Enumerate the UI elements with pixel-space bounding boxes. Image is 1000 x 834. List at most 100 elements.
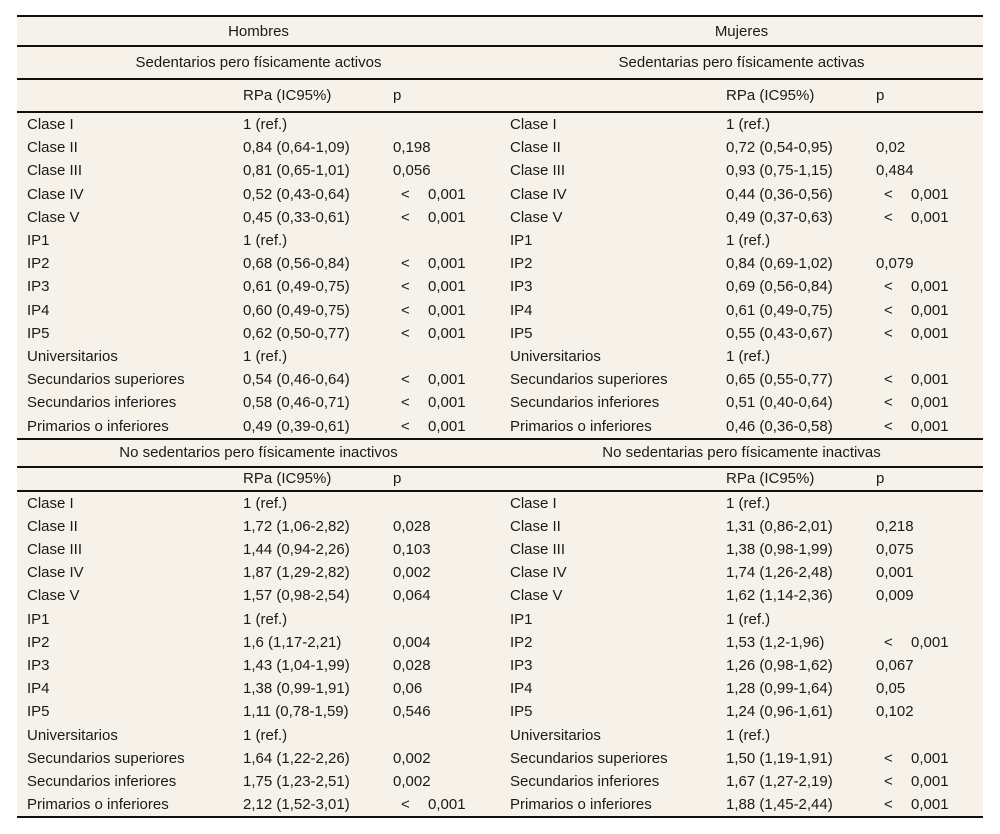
less-than-sign: < [401, 302, 410, 318]
table-row: IP5 1,11 (0,78-1,59) 0,546 IP5 1,24 (0,9… [17, 700, 983, 723]
row-rpa-value: 0,45 (0,33-0,61) [243, 209, 350, 225]
rpa-column-header: RPa (IC95%) [726, 88, 815, 103]
row-rpa-value: 0,65 (0,55-0,77) [726, 372, 833, 388]
table-row-half: IP5 1,24 (0,96-1,61) 0,102 [500, 700, 983, 723]
table-row: Clase V 1,57 (0,98-2,54) 0,064 Clase V 1… [17, 584, 983, 607]
row-p-cell: <0,001 [393, 303, 500, 318]
table-row-half: Primarios o inferiores 2,12 (1,52-3,01) … [17, 793, 500, 816]
column-headers-right: RPa (IC95%) p [500, 80, 983, 111]
less-than-sign: < [884, 750, 893, 766]
row-p-cell: <0,001 [393, 279, 500, 294]
row-label: IP3 [27, 279, 50, 295]
row-p-cell: <0,001 [393, 210, 500, 225]
row-rpa-value: 0,49 (0,37-0,63) [726, 209, 833, 225]
row-rpa-value: 1 (ref.) [726, 233, 771, 249]
row-rpa-value: 0,84 (0,64-1,09) [243, 140, 350, 156]
row-label: Clase I [27, 117, 74, 133]
row-rpa-value: 0,72 (0,54-0,95) [726, 140, 833, 156]
row-label: IP2 [27, 256, 50, 272]
row-rpa-value: 0,81 (0,65-1,01) [243, 163, 350, 179]
row-p-value: 0,001 [428, 186, 466, 202]
column-header-row-1: RPa (IC95%) p RPa (IC95%) p [17, 80, 983, 111]
table-row: IP2 1,6 (1,17-2,21) 0,004 IP2 1,53 (1,2-… [17, 631, 983, 654]
row-p-cell: <0,001 [876, 210, 983, 225]
table-row-half: Secundarios inferiores 1,67 (1,27-2,19) … [500, 770, 983, 793]
less-than-sign: < [884, 797, 893, 813]
row-label: Clase II [510, 518, 561, 534]
row-p-cell: 0,004 [393, 635, 500, 650]
row-rpa-value: 1,62 (1,14-2,36) [726, 588, 833, 604]
row-label: Secundarios superiores [27, 372, 185, 388]
row-p-value: 0,001 [428, 418, 466, 434]
row-rpa-value: 1,28 (0,99-1,64) [726, 681, 833, 697]
row-p-value: 0,002 [393, 565, 431, 581]
row-p-value: 0,001 [911, 395, 949, 411]
table-row-half: IP1 1 (ref.) [500, 229, 983, 252]
row-rpa-value: 1,67 (1,27-2,19) [726, 773, 833, 789]
row-rpa-value: 1,88 (1,45-2,44) [726, 797, 833, 813]
row-p-cell: 0,001 [876, 565, 983, 580]
row-p-cell: 0,103 [393, 542, 500, 557]
row-p-cell: 0,05 [876, 681, 983, 696]
row-label: Clase IV [27, 186, 84, 202]
row-p-value: 0,001 [428, 395, 466, 411]
table-row-half: Secundarios superiores 1,64 (1,22-2,26) … [17, 747, 500, 770]
table-row-half: Universitarios 1 (ref.) [500, 345, 983, 368]
row-label: Primarios o inferiores [27, 418, 169, 434]
table-row-half: Clase I 1 (ref.) [500, 492, 983, 515]
row-label: IP4 [510, 681, 533, 697]
row-label: Clase IV [27, 565, 84, 581]
row-rpa-value: 1,26 (0,98-1,62) [726, 658, 833, 674]
row-p-cell: <0,001 [876, 797, 983, 812]
row-label: IP4 [510, 302, 533, 318]
horizontal-rule [17, 816, 983, 819]
table-row-half: Clase II 1,72 (1,06-2,82) 0,028 [17, 515, 500, 538]
row-label: Primarios o inferiores [27, 797, 169, 813]
table-row: IP3 0,61 (0,49-0,75) <0,001 IP3 0,69 (0,… [17, 275, 983, 298]
row-rpa-value: 1,75 (1,23-2,51) [243, 773, 350, 789]
section-title-row-2: No sedentarios pero físicamente inactivo… [17, 440, 983, 466]
row-p-value: 0,028 [393, 518, 431, 534]
table-row-half: Secundarios superiores 0,54 (0,46-0,64) … [17, 368, 500, 391]
table-row: IP4 0,60 (0,49-0,75) <0,001 IP4 0,61 (0,… [17, 299, 983, 322]
row-p-value: 0,004 [393, 634, 431, 650]
row-p-value: 0,079 [876, 256, 914, 272]
row-p-cell: 0,002 [393, 751, 500, 766]
table-row-half: Clase II 1,31 (0,86-2,01) 0,218 [500, 515, 983, 538]
row-label: Clase III [510, 542, 566, 558]
row-p-value: 0,009 [876, 588, 914, 604]
table-row-half: Primarios o inferiores 0,49 (0,39-0,61) … [17, 414, 500, 437]
table-row: IP3 1,43 (1,04-1,99) 0,028 IP3 1,26 (0,9… [17, 654, 983, 677]
row-p-value: 0,001 [911, 750, 949, 766]
table-row: Universitarios 1 (ref.) Universitarios 1… [17, 724, 983, 747]
row-label: IP1 [27, 611, 50, 627]
row-rpa-value: 2,12 (1,52-3,01) [243, 797, 350, 813]
row-p-cell: <0,001 [876, 187, 983, 202]
table-row-half: IP1 1 (ref.) [17, 229, 500, 252]
row-p-value: 0,001 [911, 773, 949, 789]
column-header-row-2: RPa (IC95%) p RPa (IC95%) p [17, 468, 983, 490]
row-p-cell: <0,001 [393, 372, 500, 387]
row-p-value: 0,002 [393, 773, 431, 789]
row-label: IP4 [27, 681, 50, 697]
row-label: IP2 [510, 634, 533, 650]
table-row-half: Secundarios superiores 0,65 (0,55-0,77) … [500, 368, 983, 391]
row-p-value: 0,001 [911, 209, 949, 225]
column-headers-left: RPa (IC95%) p [17, 468, 500, 490]
row-rpa-value: 1 (ref.) [726, 727, 771, 743]
table-row: IP2 0,68 (0,56-0,84) <0,001 IP2 0,84 (0,… [17, 252, 983, 275]
row-label: Secundarios superiores [510, 750, 668, 766]
table-row-half: IP2 1,53 (1,2-1,96) <0,001 [500, 631, 983, 654]
row-label: IP2 [510, 256, 533, 272]
horizontal-rule [17, 15, 983, 17]
table-row: Secundarios superiores 0,54 (0,46-0,64) … [17, 368, 983, 391]
row-p-cell: 0,546 [393, 704, 500, 719]
row-label: Clase II [27, 140, 78, 156]
table-row-half: IP2 1,6 (1,17-2,21) 0,004 [17, 631, 500, 654]
row-p-value: 0,001 [428, 209, 466, 225]
table-row: Clase IV 1,87 (1,29-2,82) 0,002 Clase IV… [17, 561, 983, 584]
table-row-half: Clase III 1,44 (0,94-2,26) 0,103 [17, 538, 500, 561]
row-rpa-value: 0,61 (0,49-0,75) [243, 279, 350, 295]
row-p-cell: <0,001 [393, 395, 500, 410]
table-row-half: Clase II 0,84 (0,64-1,09) 0,198 [17, 136, 500, 159]
